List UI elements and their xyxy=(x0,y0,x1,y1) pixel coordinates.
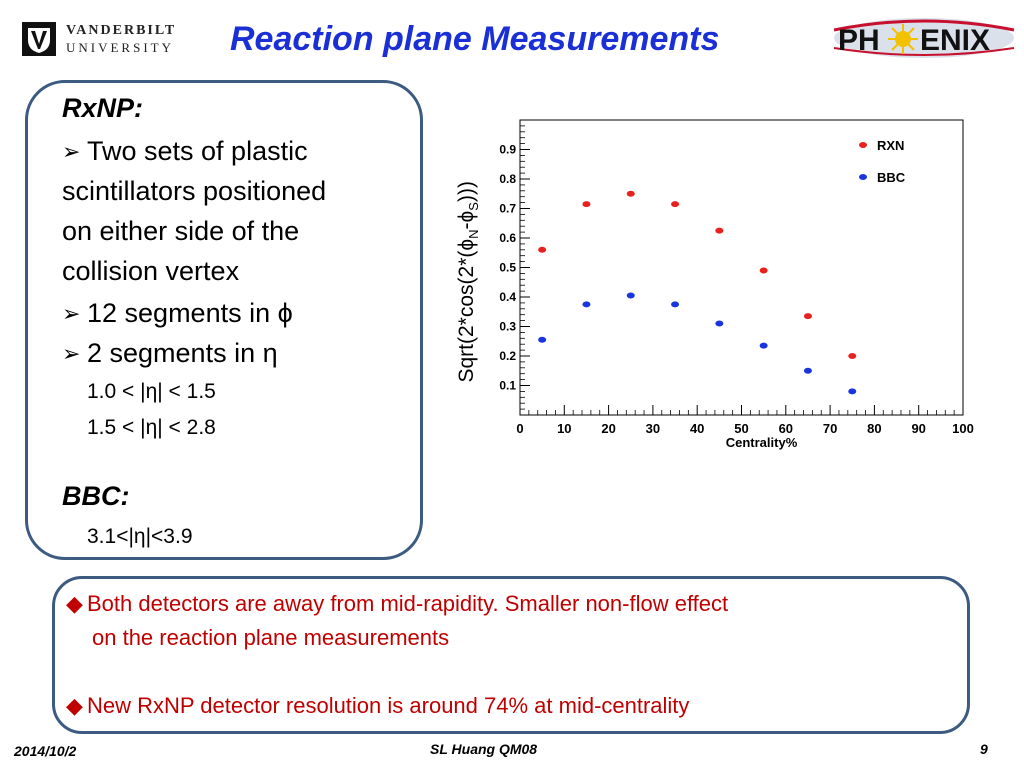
data-point-bbc xyxy=(848,388,857,395)
bbc-eta-range: 3.1<|η|<3.9 xyxy=(87,525,193,548)
plot-frame xyxy=(519,119,964,416)
bullet-arrow-icon: ➢ xyxy=(62,341,81,366)
x-tick-label: 90 xyxy=(911,421,925,436)
data-point-bbc xyxy=(715,320,724,327)
data-point-bbc xyxy=(538,336,547,343)
resolution-vs-centrality-chart: 0 10 20 30 40 50 60 70 80 90 100 0.1 0.2 0.3 0.4 0.5 0.6… xyxy=(455,119,974,450)
phenix-logo: PH ENIX xyxy=(832,10,1016,62)
y-tick-label: 0.8 xyxy=(499,172,516,186)
x-tick-label: 20 xyxy=(601,421,615,436)
phenix-logo-right: ENIX xyxy=(920,24,990,57)
data-point-bbc xyxy=(582,301,591,308)
rxnp-bullet1-line1: Two sets of plastic xyxy=(87,136,308,166)
vanderbilt-logo-line1: VANDERBILT xyxy=(66,23,177,38)
conclusion-2: New RxNP detector resolution is around 7… xyxy=(87,693,690,718)
data-point-bbc xyxy=(626,292,635,299)
rxnp-bullet3: 2 segments in η xyxy=(87,338,278,368)
rxnp-bullet1-line2: scintillators positioned xyxy=(62,176,327,206)
x-tick-label: 0 xyxy=(516,421,523,436)
data-point-rxn xyxy=(626,190,635,197)
x-tick-label: 10 xyxy=(557,421,571,436)
data-point-rxn xyxy=(671,201,680,208)
legend-marker-rxn xyxy=(859,142,867,148)
x-tick-label: 80 xyxy=(867,421,881,436)
legend-marker-bbc xyxy=(859,174,867,180)
x-tick-label: 70 xyxy=(823,421,837,436)
rxnp-description-box xyxy=(25,80,423,560)
data-point-rxn xyxy=(848,353,857,359)
x-tick-label: 50 xyxy=(734,421,748,436)
x-axis-label: Centrality% xyxy=(726,435,798,450)
bullet-diamond-icon: ◆ xyxy=(66,591,83,616)
eta-range-2: 1.5 < |η| < 2.8 xyxy=(87,416,216,439)
data-point-bbc xyxy=(759,342,768,349)
legend-label-bbc: BBC xyxy=(877,170,906,185)
bbc-heading: BBC: xyxy=(62,481,130,511)
y-tick-label: 0.9 xyxy=(499,143,516,157)
y-tick-label: 0.7 xyxy=(499,202,516,216)
y-tick-label: 0.2 xyxy=(499,349,516,363)
x-tick-label: 40 xyxy=(690,421,704,436)
bullet-arrow-icon: ➢ xyxy=(62,139,81,164)
y-tick-label: 0.6 xyxy=(499,231,516,245)
footer-author: SL Huang QM08 xyxy=(430,741,538,757)
rxnp-bullet1-line3: on either side of the xyxy=(62,216,300,246)
y-axis-label: Sqrt(2*cos(2*(ϕN-ϕS))) xyxy=(455,181,481,382)
conclusion-1-line2: on the reaction plane measurements xyxy=(92,625,450,650)
vanderbilt-logo-line2: UNIVERSITY xyxy=(66,40,174,55)
data-point-bbc xyxy=(803,367,812,374)
footer-page-number: 9 xyxy=(980,741,988,757)
rxnp-heading: RxNP: xyxy=(62,93,144,123)
data-point-rxn xyxy=(803,313,812,320)
x-tick-label: 30 xyxy=(646,421,660,436)
footer-date: 2014/10/2 xyxy=(14,743,77,759)
x-tick-label: 60 xyxy=(779,421,793,436)
rxnp-bullet2: 12 segments in ϕ xyxy=(87,298,293,328)
eta-range-1: 1.0 < |η| < 1.5 xyxy=(87,380,216,403)
data-point-rxn xyxy=(538,246,547,253)
legend-label-rxn: RXN xyxy=(877,138,904,153)
y-tick-label: 0.3 xyxy=(499,320,516,334)
conclusions-box xyxy=(52,576,970,734)
conclusion-1-line1: Both detectors are away from mid-rapidit… xyxy=(87,591,729,616)
vanderbilt-shield-icon xyxy=(22,22,56,56)
data-point-rxn xyxy=(715,227,724,234)
vanderbilt-logo: VANDERBILT UNIVERSITY xyxy=(22,22,192,58)
y-tick-label: 0.1 xyxy=(499,379,516,393)
slide-title: Reaction plane Measurements xyxy=(230,20,720,58)
data-point-rxn xyxy=(582,201,591,208)
bullet-diamond-icon: ◆ xyxy=(66,693,83,718)
phenix-logo-left: PH xyxy=(838,24,880,57)
x-tick-label: 100 xyxy=(952,421,974,436)
sun-icon xyxy=(888,24,918,54)
data-point-rxn xyxy=(759,267,768,274)
bullet-arrow-icon: ➢ xyxy=(62,301,81,326)
y-tick-label: 0.5 xyxy=(499,261,516,275)
data-point-bbc xyxy=(671,301,680,308)
rxnp-bullet1-line4: collision vertex xyxy=(62,256,240,286)
y-tick-label: 0.4 xyxy=(499,290,516,304)
